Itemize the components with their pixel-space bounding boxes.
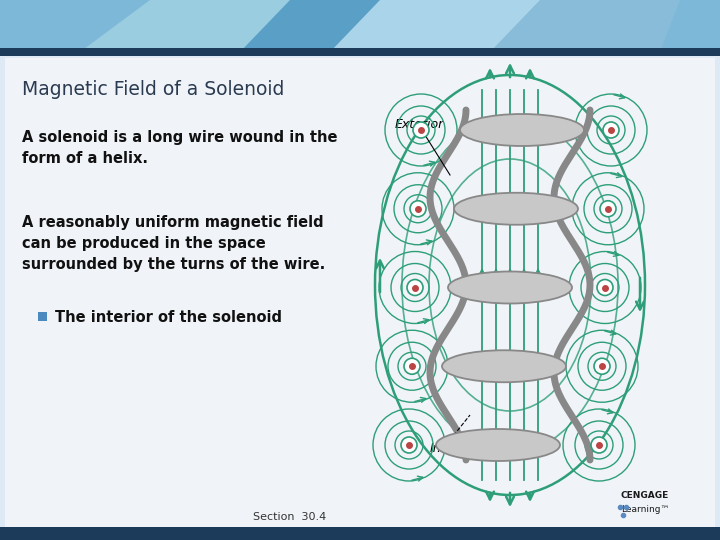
Text: Learning™: Learning™ <box>621 505 670 514</box>
Ellipse shape <box>436 429 560 461</box>
Circle shape <box>603 122 619 138</box>
Bar <box>0 0 720 52</box>
Text: A reasonably uniform magnetic field
can be produced in the space
surrounded by t: A reasonably uniform magnetic field can … <box>22 215 325 272</box>
Text: Exterior: Exterior <box>395 118 444 132</box>
Text: A solenoid is a long wire wound in the
form of a helix.: A solenoid is a long wire wound in the f… <box>22 130 338 166</box>
Bar <box>5 58 715 532</box>
Circle shape <box>413 122 429 138</box>
Polygon shape <box>490 0 680 52</box>
Circle shape <box>600 201 616 217</box>
Text: Section  30.4: Section 30.4 <box>253 512 327 522</box>
Bar <box>0 55 720 540</box>
Circle shape <box>410 201 426 217</box>
Text: The interior of the solenoid: The interior of the solenoid <box>55 310 282 325</box>
Circle shape <box>594 358 610 374</box>
Bar <box>0 48 720 56</box>
Circle shape <box>404 358 420 374</box>
Ellipse shape <box>448 272 572 303</box>
Circle shape <box>591 437 607 453</box>
Ellipse shape <box>442 350 566 382</box>
Polygon shape <box>240 0 430 52</box>
Ellipse shape <box>460 114 584 146</box>
Text: Magnetic Field of a Solenoid: Magnetic Field of a Solenoid <box>22 80 284 99</box>
Text: CENGAGE: CENGAGE <box>621 491 669 500</box>
Bar <box>0 527 720 540</box>
Circle shape <box>597 280 613 295</box>
Ellipse shape <box>454 193 578 225</box>
Text: Interior: Interior <box>430 442 476 455</box>
Bar <box>38 312 47 321</box>
Polygon shape <box>80 0 350 52</box>
Polygon shape <box>330 0 560 52</box>
Circle shape <box>401 437 417 453</box>
Circle shape <box>407 280 423 295</box>
